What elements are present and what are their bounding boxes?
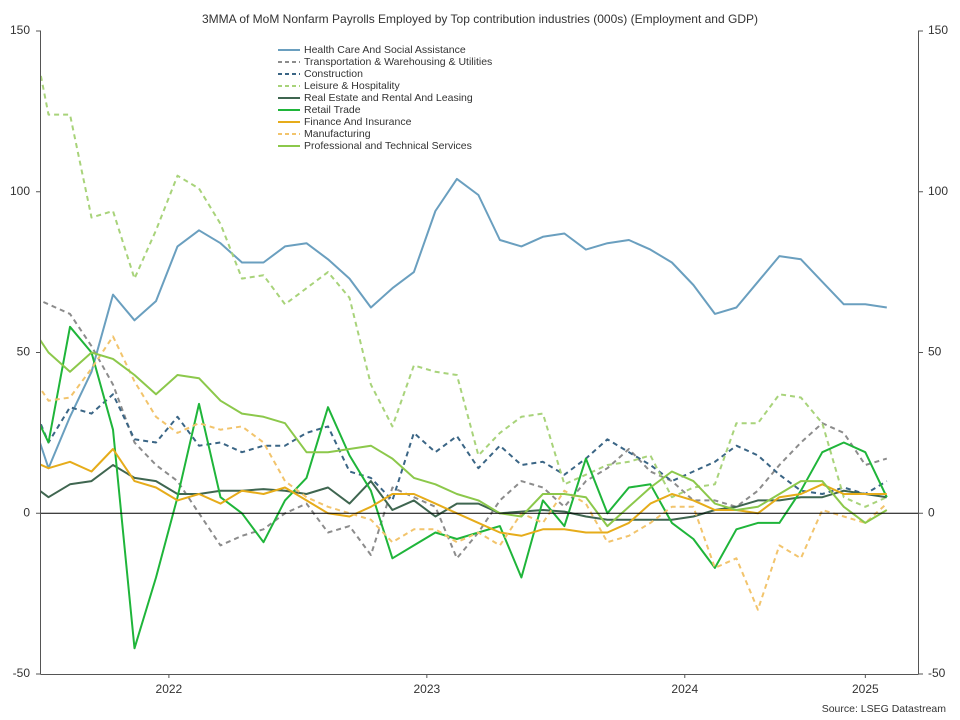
legend-label: Manufacturing [304, 128, 371, 140]
y2-tick-label: -50 [928, 666, 946, 680]
y2-tick-label: 100 [928, 184, 948, 198]
series-line [41, 339, 888, 528]
y2-tick-label: 150 [928, 23, 948, 37]
chart-title: 3MMA of MoM Nonfarm Payrolls Employed by… [202, 12, 758, 26]
legend-label: Health Care And Social Assistance [304, 44, 466, 56]
series-line [41, 325, 888, 650]
y-tick-label: -50 [13, 666, 31, 680]
plot-lines [41, 71, 888, 650]
legend-label: Transportation & Warehousing & Utilities [304, 56, 492, 68]
x-tick-label: 2024 [671, 682, 698, 696]
y-tick-label: 50 [17, 345, 31, 359]
y-tick-label: 100 [10, 184, 30, 198]
y-tick-label: 0 [23, 505, 30, 519]
source-note: Source: LSEG Datastream [822, 703, 947, 715]
y2-tick-label: 50 [928, 345, 942, 359]
x-tick-label: 2022 [156, 682, 183, 696]
legend-label: Real Estate and Rental And Leasing [304, 92, 473, 104]
y2-tick-label: 0 [928, 505, 935, 519]
legend-label: Retail Trade [304, 104, 361, 116]
legend-label: Professional and Technical Services [304, 140, 472, 152]
legend-label: Construction [304, 68, 363, 80]
series-line [41, 335, 888, 611]
legend-label: Finance And Insurance [304, 116, 412, 128]
y-tick-label: 150 [10, 23, 30, 37]
series-line [41, 464, 887, 521]
series-line [41, 177, 887, 470]
series-line [41, 71, 888, 508]
x-tick-label: 2025 [852, 682, 879, 696]
legend-label: Leisure & Hospitality [304, 80, 400, 92]
x-tick-label: 2023 [413, 682, 440, 696]
